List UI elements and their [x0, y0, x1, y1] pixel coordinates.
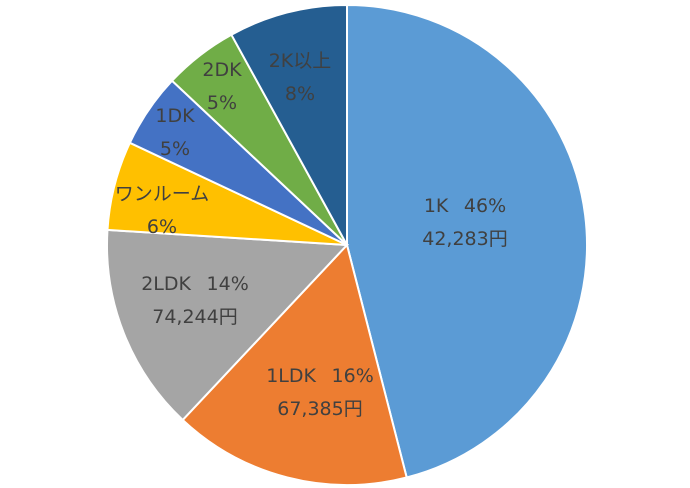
pie-label-2ldk-amount: 74,244円: [152, 306, 237, 328]
pie-slices: [106, 3, 588, 486]
pie-label-1k-name: 1K 46%: [424, 195, 506, 217]
pie-label-oneroom-percent: 6%: [147, 216, 177, 238]
pie-label-1ldk-name: 1LDK 16%: [266, 365, 374, 387]
pie-slice-2ldk: [106, 228, 350, 422]
pie-label-1dk-percent: 5%: [160, 138, 190, 160]
pie-slice-1k: [346, 3, 588, 479]
pie-labels: 1K 46% 42,283円 1LDK 16% 67,385円 2LDK 14% 74,2…: [115, 50, 508, 420]
pie-label-2dk-name: 2DK: [202, 59, 242, 81]
pie-label-1k-amount: 42,283円: [422, 228, 507, 250]
pie-slice-2kplus: [230, 3, 348, 246]
pie-label-2ldk-name: 2LDK 14%: [141, 273, 249, 295]
pie-label-1ldk-amount: 67,385円: [277, 398, 362, 420]
pie-label-2kplus-name: 2K以上: [269, 50, 332, 72]
pie-label-2dk-percent: 5%: [207, 92, 237, 114]
pie-slice-1ldk: [181, 242, 408, 486]
pie-label-2kplus-percent: 8%: [285, 83, 315, 105]
pie-label-1dk-name: 1DK: [155, 105, 195, 127]
pie-label-oneroom-name: ワンルーム: [115, 183, 209, 205]
